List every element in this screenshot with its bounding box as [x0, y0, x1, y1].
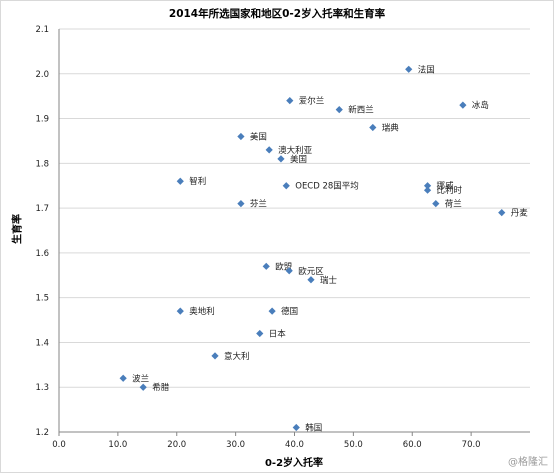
data-label-1: 法国	[418, 64, 435, 75]
data-point-12	[423, 186, 432, 194]
y-tick-label: 1.4	[35, 338, 49, 348]
data-label-9: 智利	[189, 176, 206, 187]
x-tick-label: 70.0	[462, 440, 481, 450]
data-label-14: 荷兰	[445, 199, 462, 210]
data-point-24	[139, 383, 147, 391]
y-tick-label: 2.1	[35, 25, 49, 35]
data-label-23: 波兰	[132, 373, 149, 384]
data-label-11: 挪威	[437, 181, 455, 192]
data-point-4	[459, 101, 467, 109]
data-label-10: OECD 28国平均	[295, 181, 359, 192]
y-tick-label: 1.5	[35, 294, 49, 304]
data-label-3: 新西兰	[348, 105, 374, 116]
data-label-16: 欧盟	[275, 261, 293, 272]
data-point-19	[176, 307, 184, 315]
x-tick-label: 20.0	[167, 440, 186, 450]
data-point-6	[237, 132, 245, 141]
data-point-17	[285, 267, 293, 275]
y-tick-label: 1.7	[35, 204, 49, 214]
y-tick-label: 2.0	[35, 70, 49, 80]
data-label-25: 韩国	[305, 423, 322, 434]
data-label-18: 瑞士	[320, 275, 338, 286]
data-point-15	[498, 208, 506, 217]
data-label-13: 芬兰	[250, 199, 267, 210]
x-axis-title: 0-2岁入托率	[264, 458, 324, 469]
data-label-21: 日本	[269, 328, 287, 339]
data-point-2	[286, 97, 294, 105]
data-point-20	[268, 307, 276, 315]
data-label-20: 德国	[281, 306, 298, 317]
x-tick-label: 50.0	[344, 440, 363, 450]
watermark: @格隆汇	[508, 457, 548, 468]
data-point-22	[211, 352, 219, 360]
data-label-19: 奥地利	[189, 306, 215, 317]
data-label-2: 爱尔兰	[299, 96, 325, 107]
data-label-24: 希腊	[152, 382, 170, 393]
data-label-6: 美国	[250, 131, 267, 142]
data-label-22: 意大利	[224, 351, 250, 362]
data-point-5	[369, 123, 377, 132]
data-point-11	[423, 182, 432, 190]
chart-title: 2014年所选国家和地区0-2岁入托率和生育率	[168, 8, 386, 20]
x-tick-label: 0.0	[52, 440, 66, 450]
data-point-7	[265, 146, 273, 154]
data-label-7: 澳大利亚	[278, 145, 313, 156]
data-point-23	[119, 374, 127, 382]
data-point-18	[307, 276, 315, 284]
data-point-21	[256, 329, 264, 338]
y-tick-label: 1.9	[35, 115, 49, 125]
data-point-1	[405, 65, 413, 73]
data-point-16	[262, 262, 270, 270]
data-label-15: 丹麦	[511, 208, 529, 219]
data-label-5: 瑞典	[382, 123, 400, 134]
x-tick-label: 30.0	[226, 440, 245, 450]
y-tick-label: 1.3	[35, 383, 49, 393]
y-tick-label: 1.8	[35, 159, 49, 169]
data-point-13	[237, 200, 245, 208]
data-point-10	[282, 182, 290, 190]
x-tick-label: 10.0	[108, 440, 127, 450]
x-tick-label: 60.0	[403, 440, 422, 450]
data-point-3	[335, 106, 343, 114]
data-point-14	[432, 200, 440, 208]
data-label-12: 比利时	[437, 185, 463, 196]
x-tick-label: 40.0	[285, 440, 304, 450]
data-point-25	[292, 423, 300, 432]
data-label-4: 冰岛	[472, 100, 489, 111]
data-point-9	[176, 177, 184, 185]
y-axis-title: 生育率	[12, 214, 24, 244]
y-tick-label: 1.6	[35, 249, 49, 259]
y-tick-label: 1.2	[35, 428, 49, 438]
data-label-8: 美国	[290, 154, 307, 165]
data-point-8	[277, 155, 285, 163]
data-label-17: 欧元区	[298, 266, 324, 277]
